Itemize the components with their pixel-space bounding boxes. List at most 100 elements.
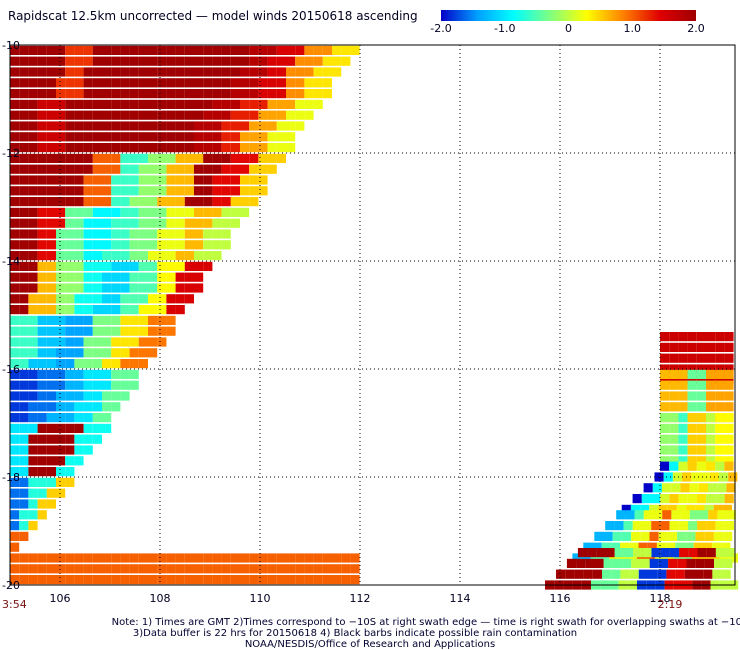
swath-cell [276, 153, 286, 163]
swath-cell [240, 78, 250, 88]
swath-cell [708, 483, 718, 493]
swath-cell [184, 283, 194, 293]
swath-cell [28, 153, 38, 163]
swath-cell [671, 483, 681, 493]
swath-cell [684, 542, 694, 552]
swath-cell [37, 153, 47, 163]
swath-cell [56, 380, 66, 390]
swath-cell [724, 375, 734, 385]
swath-cell [651, 521, 661, 531]
swath-cell [28, 326, 38, 336]
swath-cell [620, 542, 630, 552]
swath-cell [10, 315, 20, 325]
swath-cell [313, 553, 323, 563]
swath-cell [166, 251, 176, 261]
swath-cell [19, 402, 29, 412]
swath-cell [687, 494, 697, 504]
swath-cell [175, 294, 185, 304]
swath-cell [184, 99, 194, 109]
swath-cell [592, 569, 602, 579]
swath-cell [203, 56, 213, 66]
swath-cell [28, 391, 38, 401]
swath-cell [28, 380, 38, 390]
swath-cell [157, 283, 167, 293]
swath-cell [669, 445, 679, 455]
swath-cell [230, 175, 240, 185]
swath-cell [175, 56, 185, 66]
colorbar-tick-label: 2.0 [687, 22, 705, 35]
swath-cell [157, 207, 167, 217]
swath-cell [276, 553, 286, 563]
swath-cell [37, 45, 47, 55]
swath-cell [669, 461, 679, 471]
swath-cell [696, 332, 706, 342]
swath-cell [313, 89, 323, 99]
swath-cell [46, 499, 56, 509]
swath-cell [313, 575, 323, 585]
swath-cell [46, 164, 56, 174]
swath-cell [696, 423, 706, 433]
swath-cell [240, 553, 250, 563]
swath-cell [166, 121, 176, 131]
swath-cell [286, 67, 296, 77]
swath-cell [102, 99, 112, 109]
swath-cell [157, 164, 167, 174]
swath-cell [83, 283, 93, 293]
swath-cell [715, 434, 725, 444]
swath-cell [28, 56, 38, 66]
swath-cell [65, 45, 75, 55]
swath-cell [724, 445, 734, 455]
swath-cell [212, 164, 222, 174]
swath-cell [675, 569, 685, 579]
swath-cell [249, 78, 259, 88]
swath-cell [138, 164, 148, 174]
swath-cell [56, 110, 66, 120]
swath-cell [74, 67, 84, 77]
swath-cell [203, 132, 213, 142]
swath-cell [74, 132, 84, 142]
swath-cell [184, 143, 194, 153]
swath-cell [56, 359, 66, 369]
swath-cell [603, 531, 613, 541]
x-tick-label: 114 [450, 592, 471, 605]
swath-cell [74, 110, 84, 120]
swath-cell [715, 342, 725, 352]
swath-cell [642, 521, 652, 531]
swath-cell [602, 569, 612, 579]
swath-cell [166, 272, 176, 282]
swath-cell [10, 337, 20, 347]
swath-cell [138, 337, 148, 347]
swath-cell [148, 326, 158, 336]
swath-cell [240, 575, 250, 585]
swath-cell [258, 99, 268, 109]
swath-cell [249, 89, 259, 99]
swath-cell [706, 413, 716, 423]
swath-cell [111, 380, 121, 390]
swath-cell [660, 402, 670, 412]
y-tick-label: -10 [2, 39, 20, 52]
swath-cell [74, 413, 84, 423]
swath-cell [10, 413, 20, 423]
swath-cell [221, 175, 231, 185]
swath-cell [10, 240, 20, 250]
swath-cell [157, 197, 167, 207]
swath-cell [621, 531, 632, 541]
swath-cell [258, 132, 268, 142]
swath-cell [706, 391, 716, 401]
swath-cell [649, 558, 659, 568]
swath-cell [203, 261, 213, 271]
swath-cell [102, 218, 112, 228]
swath-cell [10, 305, 20, 315]
swath-cell [37, 348, 47, 358]
swath-cell [56, 456, 66, 466]
swath-cell [129, 121, 139, 131]
swath-cell [46, 78, 56, 88]
swath-cell [696, 434, 706, 444]
swath-cell [332, 553, 342, 563]
swath-cell [157, 186, 167, 196]
swath-cell [184, 240, 194, 250]
swath-cell [704, 531, 714, 541]
swath-cell [28, 78, 38, 88]
swath-cell [46, 89, 56, 99]
swath-cell [102, 359, 112, 369]
